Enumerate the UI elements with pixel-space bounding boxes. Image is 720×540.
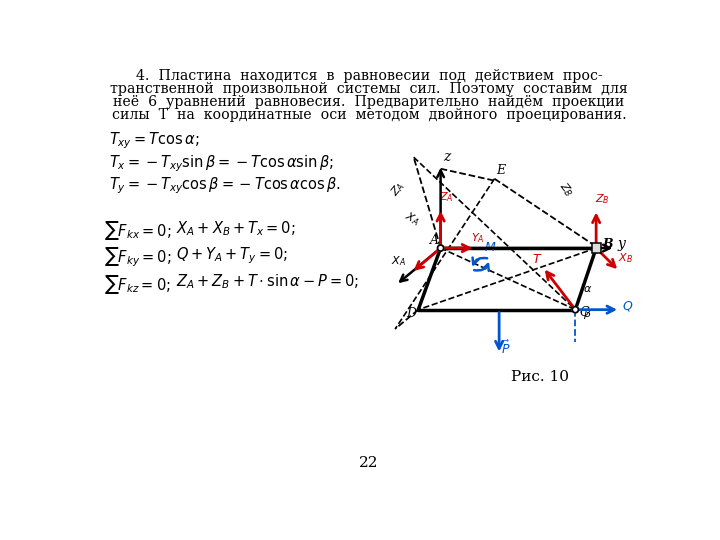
Text: A: A	[430, 233, 438, 247]
Text: $\beta$: $\beta$	[583, 307, 592, 321]
Text: 22: 22	[359, 456, 379, 470]
Text: $\alpha$: $\alpha$	[583, 284, 593, 294]
Text: $Z_B$: $Z_B$	[595, 193, 609, 206]
Text: неё  6  уравнений  равновесия.  Предварительно  найдём  проекции: неё 6 уравнений равновесия. Предваритель…	[113, 95, 625, 109]
Text: $Z_A$: $Z_A$	[439, 191, 454, 204]
Text: $X_A$: $X_A$	[402, 210, 422, 229]
Text: $Q$: $Q$	[621, 299, 633, 313]
Text: силы  T  на  координатные  оси  методом  двойного  проецирования.: силы T на координатные оси методом двойн…	[112, 108, 626, 122]
Text: D: D	[406, 307, 416, 320]
Text: $T_x = -T_{xy}\sin\beta = -T\cos\alpha\sin\beta;$: $T_x = -T_{xy}\sin\beta = -T\cos\alpha\s…	[109, 153, 333, 174]
Text: 4.  Пластина  находится  в  равновесии  под  действием  прос-: 4. Пластина находится в равновесии под д…	[135, 69, 603, 83]
Text: C: C	[579, 306, 589, 319]
Text: $X_A + X_B + T_x = 0;$: $X_A + X_B + T_x = 0;$	[176, 219, 296, 238]
Text: $T_{xy} = T\cos\alpha;$: $T_{xy} = T\cos\alpha;$	[109, 130, 199, 151]
Bar	[592, 244, 600, 253]
Circle shape	[438, 245, 444, 251]
Circle shape	[572, 307, 578, 313]
Text: $Z_B$: $Z_B$	[556, 179, 576, 199]
Text: $Z_A + Z_B + T\cdot\sin\alpha - P = 0;$: $Z_A + Z_B + T\cdot\sin\alpha - P = 0;$	[176, 273, 359, 292]
Text: E: E	[496, 164, 505, 177]
Text: $M$: $M$	[484, 241, 496, 254]
Text: $\sum F_{kz}=0;$: $\sum F_{kz}=0;$	[104, 273, 171, 296]
Text: $\sum F_{ky}=0;$: $\sum F_{ky}=0;$	[104, 246, 171, 269]
Text: $T$: $T$	[532, 253, 543, 266]
Text: $\vec{P}$: $\vec{P}$	[501, 340, 511, 357]
Text: Рис. 10: Рис. 10	[511, 370, 570, 384]
Text: y: y	[618, 237, 626, 251]
Text: $T_y = -T_{xy}\cos\beta = -T\cos\alpha\cos\beta.$: $T_y = -T_{xy}\cos\beta = -T\cos\alpha\c…	[109, 176, 341, 196]
Text: $Z_A$: $Z_A$	[388, 179, 408, 199]
Text: $\sum F_{kx}=0;$: $\sum F_{kx}=0;$	[104, 219, 171, 242]
Text: $Q + Y_A + T_y = 0;$: $Q + Y_A + T_y = 0;$	[176, 246, 288, 266]
Text: $X_A$: $X_A$	[390, 254, 405, 268]
Text: транственной  произвольной  системы  сил.  Поэтому  составим  для: транственной произвольной системы сил. П…	[110, 82, 628, 96]
Text: z: z	[443, 150, 450, 164]
Text: $X_B$: $X_B$	[618, 251, 633, 265]
Text: B: B	[603, 238, 613, 251]
Text: $Y_A$: $Y_A$	[472, 231, 485, 245]
